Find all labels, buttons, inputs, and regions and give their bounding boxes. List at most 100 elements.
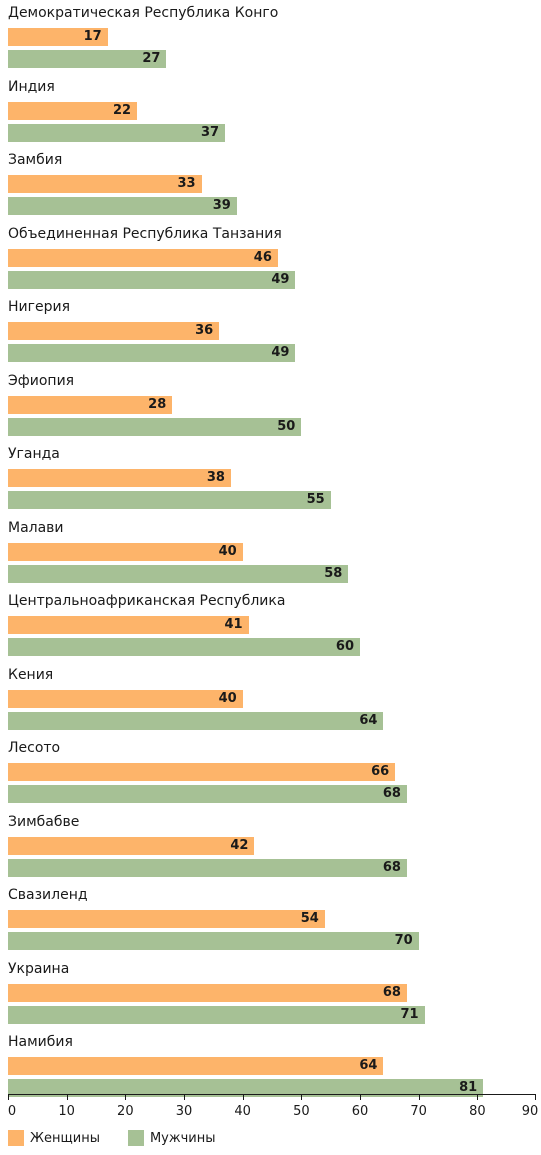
- data-label: 40: [218, 690, 237, 706]
- bar-women: 33: [8, 175, 202, 193]
- data-label: 38: [206, 470, 225, 485]
- category-label: Малави: [8, 519, 64, 536]
- x-tick: [184, 1094, 185, 1100]
- bar-women: 40: [8, 542, 243, 561]
- bar-women: 28: [8, 395, 173, 414]
- legend-label-men: Мужчины: [149, 1130, 216, 1146]
- data-label: 66: [371, 764, 390, 779]
- legend-item-women: Женщины: [8, 1130, 100, 1146]
- bar-men: 68: [8, 785, 407, 803]
- data-label: 60: [335, 639, 355, 654]
- data-label: 71: [400, 1006, 419, 1022]
- legend: Женщины Мужчины: [8, 1130, 243, 1146]
- x-tick-label: 10: [58, 1104, 75, 1119]
- x-tick-label: 80: [469, 1104, 486, 1119]
- x-tick-label: 40: [234, 1104, 251, 1119]
- x-tick: [301, 1094, 303, 1100]
- bar-women: 66: [8, 763, 396, 781]
- data-label: 17: [83, 29, 102, 44]
- data-label: 81: [459, 1080, 478, 1095]
- bar-women: 54: [8, 910, 325, 928]
- category-label: Объединенная Республика Танзания: [8, 225, 282, 242]
- data-label: 28: [148, 396, 167, 412]
- data-label: 40: [218, 543, 237, 559]
- bar-men: 27: [8, 50, 167, 68]
- bar-women: 40: [8, 689, 243, 708]
- category-label: Украина: [8, 960, 70, 977]
- bar-women: 38: [8, 469, 231, 487]
- bar-women: 17: [8, 28, 108, 46]
- bar-women: 68: [8, 983, 407, 1002]
- category-label: Намибия: [8, 1034, 73, 1050]
- category-label: Нигерия: [8, 299, 71, 315]
- x-tick: [242, 1094, 244, 1100]
- category-label: Уганда: [8, 446, 60, 462]
- x-tick-label: 20: [117, 1104, 134, 1119]
- data-label: 27: [142, 51, 161, 66]
- data-label: 41: [224, 617, 243, 632]
- bar-men: 37: [8, 123, 226, 142]
- data-label: 22: [112, 102, 132, 118]
- data-label: 39: [212, 198, 231, 213]
- data-label: 49: [271, 345, 290, 360]
- data-label: 33: [177, 176, 196, 191]
- x-tick-label: 70: [410, 1104, 427, 1119]
- data-label: 42: [230, 837, 249, 853]
- legend-swatch-men: [127, 1130, 144, 1146]
- bar-men: 64: [8, 711, 384, 730]
- bar-women: 41: [8, 616, 249, 634]
- category-label: Эфиопия: [8, 372, 75, 389]
- bar-men: 49: [8, 344, 296, 362]
- x-tick: [360, 1094, 362, 1100]
- bar-men: 68: [8, 858, 407, 877]
- data-label: 36: [195, 323, 214, 338]
- data-label: 68: [382, 786, 401, 801]
- data-label: 50: [277, 418, 296, 434]
- category-label: Демократическая Республика Конго: [8, 5, 279, 21]
- data-label: 46: [253, 249, 272, 265]
- category-label: Замбия: [8, 152, 63, 168]
- category-label: Кения: [8, 666, 54, 683]
- legend-item-men: Мужчины: [127, 1130, 216, 1146]
- bar-women: 42: [8, 836, 255, 855]
- x-tick: [535, 1094, 536, 1100]
- bar-men: 71: [8, 1005, 425, 1024]
- legend-swatch-women: [8, 1130, 24, 1146]
- category-label: Зимбабве: [8, 813, 80, 830]
- bar-men: 39: [8, 197, 237, 215]
- data-label: 64: [359, 712, 378, 728]
- x-tick-label: 50: [293, 1104, 310, 1119]
- x-tick: [8, 1094, 9, 1100]
- bar-men: 81: [8, 1079, 484, 1097]
- data-label: 68: [382, 984, 401, 1000]
- x-tick: [418, 1094, 420, 1100]
- category-label: Свазиленд: [8, 887, 88, 903]
- bar-women: 46: [8, 248, 278, 267]
- x-axis-line: [8, 1094, 536, 1095]
- data-label: 37: [200, 124, 220, 140]
- data-label: 64: [359, 1058, 378, 1073]
- bar-men: 49: [8, 270, 296, 289]
- data-label: 58: [324, 565, 343, 581]
- x-tick: [66, 1094, 68, 1100]
- bar-men: 58: [8, 564, 349, 583]
- bar-women: 22: [8, 101, 138, 120]
- bar-women: 64: [8, 1057, 384, 1075]
- category-label: Центральноафриканская Республика: [8, 593, 286, 609]
- data-label: 55: [306, 492, 325, 507]
- category-label: Индия: [8, 78, 55, 95]
- data-label: 70: [394, 933, 413, 948]
- x-tick-label: 90: [521, 1104, 539, 1119]
- x-tick-label: 60: [351, 1104, 369, 1119]
- x-tick: [125, 1094, 127, 1100]
- bar-men: 50: [8, 417, 302, 436]
- bar-men: 60: [8, 638, 361, 656]
- x-tick-label: 0: [7, 1104, 17, 1119]
- category-label: Лесото: [8, 740, 61, 756]
- bar-women: 36: [8, 322, 220, 340]
- x-tick: [477, 1094, 479, 1100]
- legend-label-women: Женщины: [30, 1130, 100, 1146]
- x-tick-label: 30: [175, 1104, 193, 1119]
- data-label: 49: [271, 271, 290, 287]
